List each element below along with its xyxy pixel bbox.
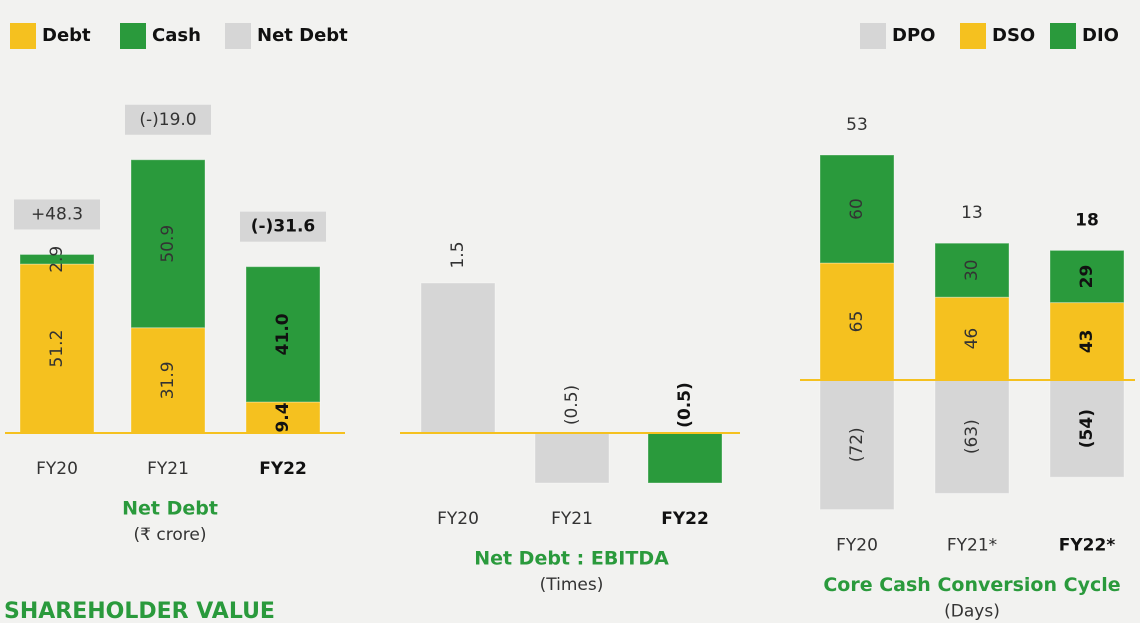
value-label: 65 (847, 311, 867, 333)
chart-subtitle: (Times) (540, 575, 604, 595)
net-label: +48.3 (31, 204, 83, 224)
category-label: FY22 (661, 509, 709, 529)
bar-segment (648, 433, 722, 483)
legend-swatch (10, 23, 36, 49)
value-label: 60 (847, 198, 867, 220)
category-label: FY21 (147, 459, 189, 479)
category-label: FY22 (259, 459, 307, 479)
value-label: 31.9 (158, 361, 178, 399)
value-label: 29 (1077, 265, 1097, 289)
value-label: (72) (847, 427, 867, 462)
category-label: FY21 (551, 509, 593, 529)
value-label: 1.5 (448, 241, 468, 268)
value-label: 41.0 (273, 313, 293, 355)
value-label: 46 (962, 328, 982, 350)
net-label: (-)19.0 (139, 110, 196, 130)
legend-label: DPO (892, 25, 935, 46)
legend-label: Debt (42, 25, 91, 46)
value-label: 30 (962, 259, 982, 281)
chart-title: Net Debt (122, 498, 218, 520)
value-label: 43 (1077, 329, 1097, 353)
total-label: 53 (846, 115, 868, 135)
value-label: 50.9 (158, 225, 178, 263)
value-label: (63) (962, 419, 982, 454)
legend-swatch (860, 23, 886, 49)
chart-subtitle: (Days) (944, 602, 1000, 622)
value-label: 51.2 (47, 330, 67, 368)
bar-segment (421, 283, 495, 433)
value-label: 2.9 (47, 246, 67, 273)
category-label: FY21* (947, 536, 997, 556)
bar-segment (535, 433, 609, 483)
legend-swatch (120, 23, 146, 49)
legend-label: Net Debt (257, 25, 348, 46)
section-heading: SHAREHOLDER VALUE (4, 599, 275, 623)
chart-subtitle: (₹ crore) (134, 525, 207, 545)
value-label: 9.4 (273, 402, 293, 432)
category-label: FY20 (836, 536, 878, 556)
chart-title: Core Cash Conversion Cycle (823, 574, 1120, 596)
category-label: FY22* (1059, 536, 1116, 556)
total-label: 18 (1075, 210, 1099, 230)
legend-swatch (225, 23, 251, 49)
category-label: FY20 (36, 459, 78, 479)
legend-swatch (960, 23, 986, 49)
legend-swatch (1050, 23, 1076, 49)
legend-label: DIO (1082, 25, 1119, 46)
total-label: 13 (961, 203, 983, 223)
value-label: (0.5) (562, 385, 582, 425)
net-label: (-)31.6 (251, 217, 316, 237)
chart-title: Net Debt : EBITDA (474, 548, 669, 570)
value-label: (54) (1077, 409, 1097, 448)
value-label: (0.5) (675, 382, 695, 428)
infographic: SHAREHOLDER VALUE 51.2 2.9 +48.3 31.9 50.9 (-… (0, 0, 1140, 623)
legend-label: DSO (992, 25, 1035, 46)
category-label: FY20 (437, 509, 479, 529)
legend-label: Cash (152, 25, 201, 46)
